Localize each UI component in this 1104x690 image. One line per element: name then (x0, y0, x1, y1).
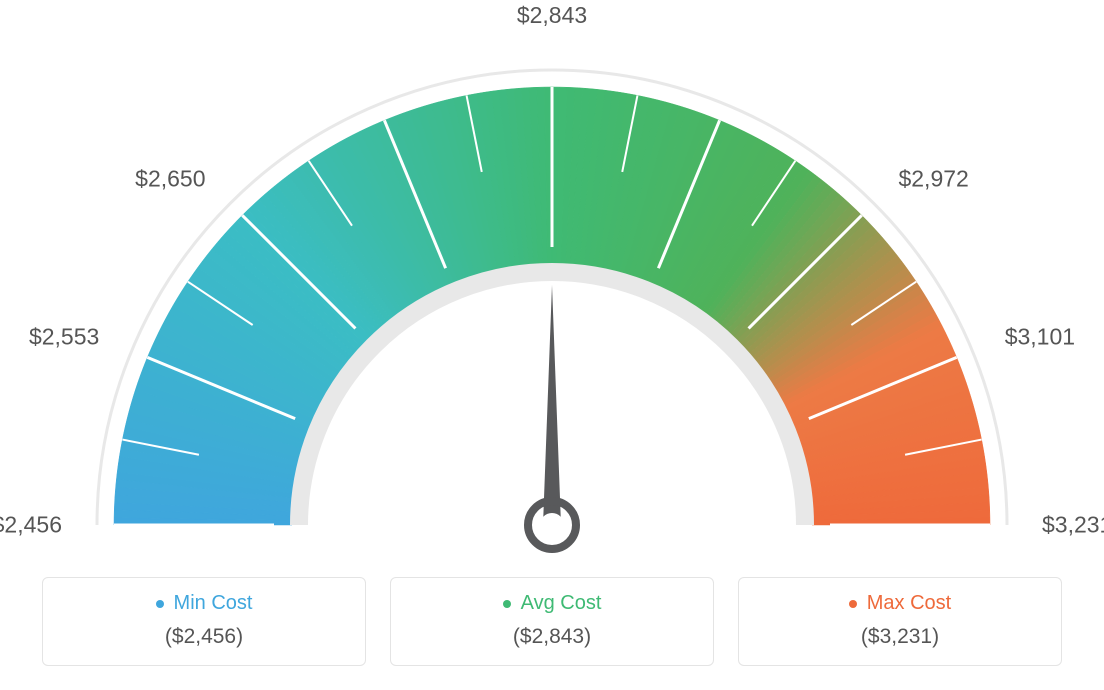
gauge-tick-label: $2,553 (29, 324, 99, 351)
max-cost-value: ($3,231) (749, 625, 1051, 649)
max-cost-title-text: Max Cost (867, 592, 951, 615)
max-cost-card: Max Cost ($3,231) (738, 577, 1062, 666)
max-cost-dot-icon (849, 600, 857, 608)
avg-cost-dot-icon (503, 600, 511, 608)
gauge-tick-label: $2,843 (517, 2, 587, 29)
gauge-tick-label: $2,972 (898, 165, 968, 192)
max-cost-title: Max Cost (849, 592, 951, 615)
avg-cost-title-text: Avg Cost (521, 592, 602, 615)
gauge-svg (42, 30, 1062, 590)
min-cost-dot-icon (156, 600, 164, 608)
gauge-chart-container: $2,456 $2,553 $2,650 $2,843 $2,972 $3,101 $3,2… (0, 0, 1104, 690)
gauge-pivot-center (540, 513, 564, 537)
min-cost-title-text: Min Cost (174, 592, 253, 615)
gauge-tick-label: $3,101 (1005, 324, 1075, 351)
gauge-wrap: $2,456$2,553$2,650$2,843$2,972$3,101$3,2… (42, 30, 1062, 550)
min-cost-title: Min Cost (156, 592, 253, 615)
gauge-tick-label: $2,456 (0, 512, 62, 539)
avg-cost-card: Avg Cost ($2,843) (390, 577, 714, 666)
min-cost-value: ($2,456) (53, 625, 355, 649)
avg-cost-value: ($2,843) (401, 625, 703, 649)
min-cost-card: Min Cost ($2,456) (42, 577, 366, 666)
gauge-tick-label: $2,650 (135, 165, 205, 192)
gauge-tick-label: $3,231 (1042, 512, 1104, 539)
cost-cards-row: Min Cost ($2,456) Avg Cost ($2,843) Max … (42, 577, 1062, 666)
gauge-needle (543, 285, 561, 525)
avg-cost-title: Avg Cost (503, 592, 602, 615)
